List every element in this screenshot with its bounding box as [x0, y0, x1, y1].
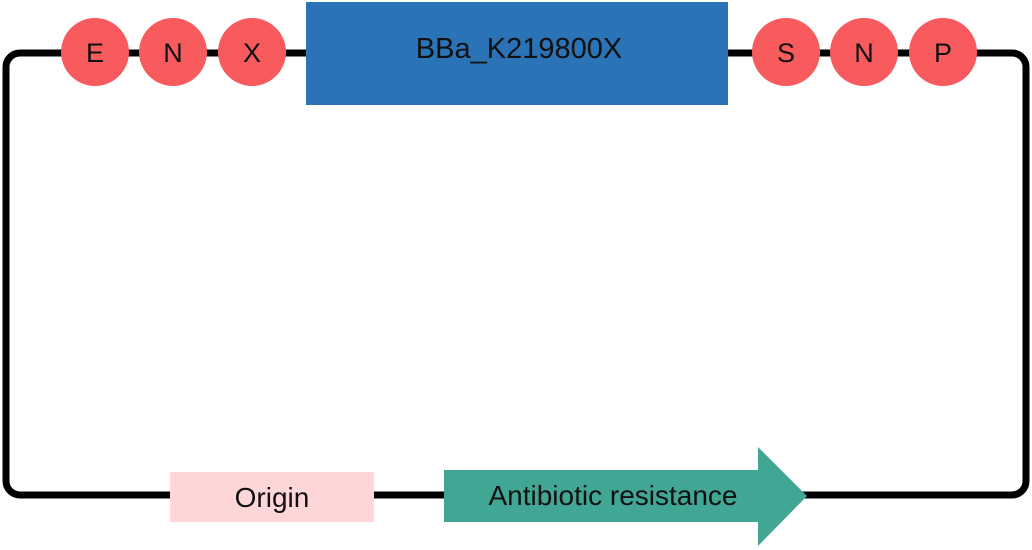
insert-part-box: [306, 2, 728, 105]
insert-part-label: BBa_K219800X: [416, 33, 622, 65]
restriction-site-x-circle: [218, 18, 286, 86]
restriction-site-s: S: [752, 18, 820, 86]
restriction-site-x: X: [218, 18, 286, 86]
restriction-site-e-label: E: [86, 38, 104, 68]
restriction-site-p-label: P: [934, 38, 952, 68]
origin-part-label: Origin: [235, 482, 310, 513]
restriction-site-n-right: N: [830, 18, 898, 86]
restriction-site-e: E: [61, 18, 129, 86]
restriction-site-p: P: [909, 18, 977, 86]
restriction-site-e-circle: [61, 18, 129, 86]
restriction-site-n-left-circle: [139, 18, 207, 86]
restriction-site-n-right-label: N: [854, 38, 874, 68]
origin-part-box: [170, 472, 374, 522]
origin-part: Origin: [170, 472, 374, 522]
resistance-arrow-shape: [444, 447, 807, 546]
restriction-site-n-right-circle: [830, 18, 898, 86]
restriction-site-s-circle: [752, 18, 820, 86]
plasmid-backbone: [2, 49, 1030, 499]
restriction-site-n-left: N: [139, 18, 207, 86]
restriction-site-n-left-label: N: [163, 38, 183, 68]
restriction-site-x-label: X: [243, 38, 261, 68]
restriction-site-s-label: S: [777, 38, 795, 68]
resistance-part: Antibiotic resistance: [444, 447, 807, 546]
insert-part: BBa_K219800X: [306, 2, 728, 105]
resistance-part-label: Antibiotic resistance: [488, 480, 737, 511]
restriction-site-p-circle: [909, 18, 977, 86]
